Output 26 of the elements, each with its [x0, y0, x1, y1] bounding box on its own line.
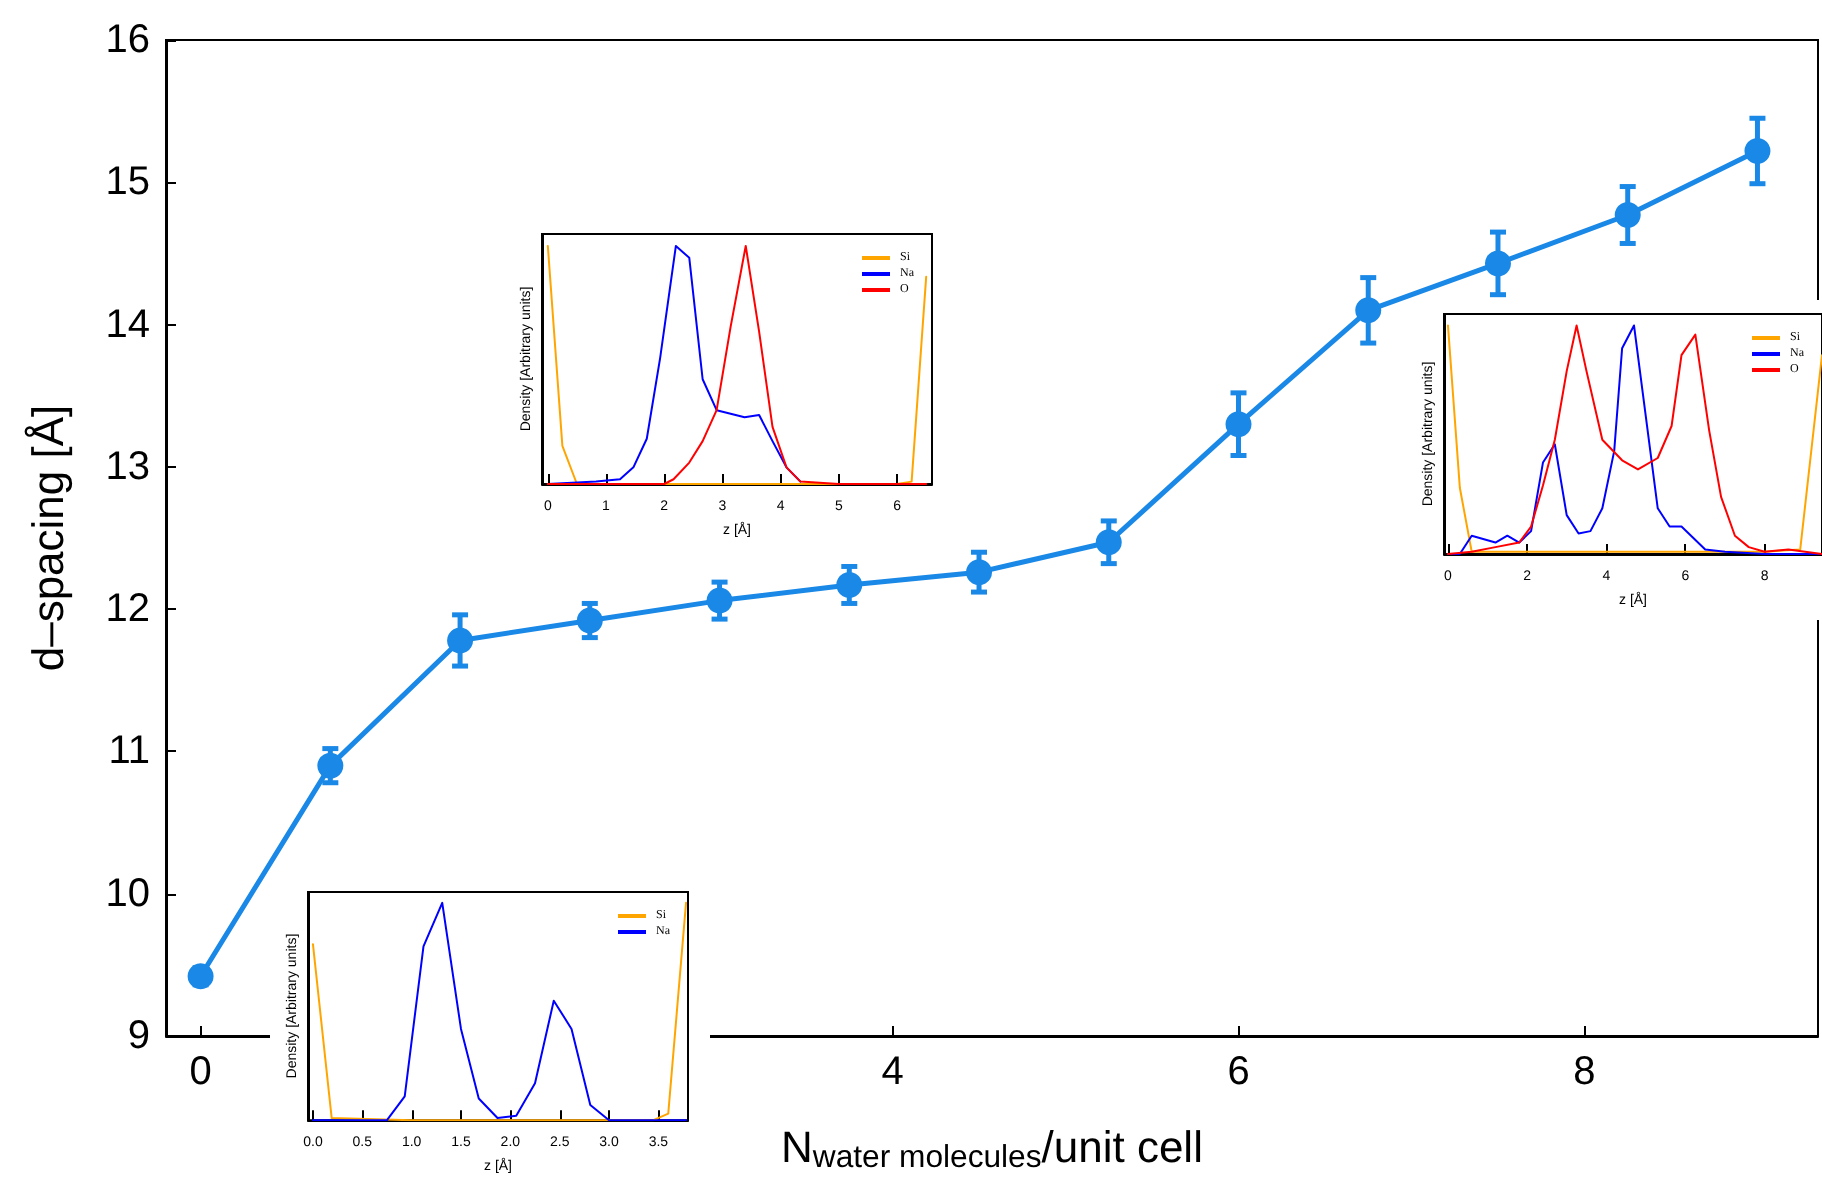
x-tick-label: 6	[1227, 1050, 1250, 1094]
y-tick-label: 15	[105, 160, 150, 205]
y-tick-label: 14	[105, 302, 150, 347]
point	[1095, 529, 1122, 556]
point	[966, 559, 993, 586]
y-tick-label: 12	[105, 587, 150, 632]
x-tick-label: 4	[881, 1050, 904, 1094]
point	[706, 587, 733, 614]
y-axis-title: d–spacing [Å]	[23, 404, 73, 672]
point	[1225, 411, 1252, 438]
y-tick-label: 11	[108, 729, 150, 774]
y-tick-label: 13	[105, 444, 150, 489]
point	[1614, 202, 1641, 228]
point	[836, 571, 863, 598]
point	[447, 627, 474, 654]
point	[1744, 137, 1771, 164]
point	[317, 752, 344, 779]
point	[1485, 250, 1511, 277]
point	[1355, 297, 1382, 324]
y-tick-label: 16	[105, 18, 150, 62]
y-tick-label: 10	[105, 871, 150, 916]
x-tick-label: 0	[189, 1050, 212, 1094]
y-tick-label: 9	[127, 1014, 150, 1058]
point	[576, 607, 603, 634]
point	[187, 963, 214, 990]
x-tick-label: 8	[1573, 1050, 1596, 1094]
